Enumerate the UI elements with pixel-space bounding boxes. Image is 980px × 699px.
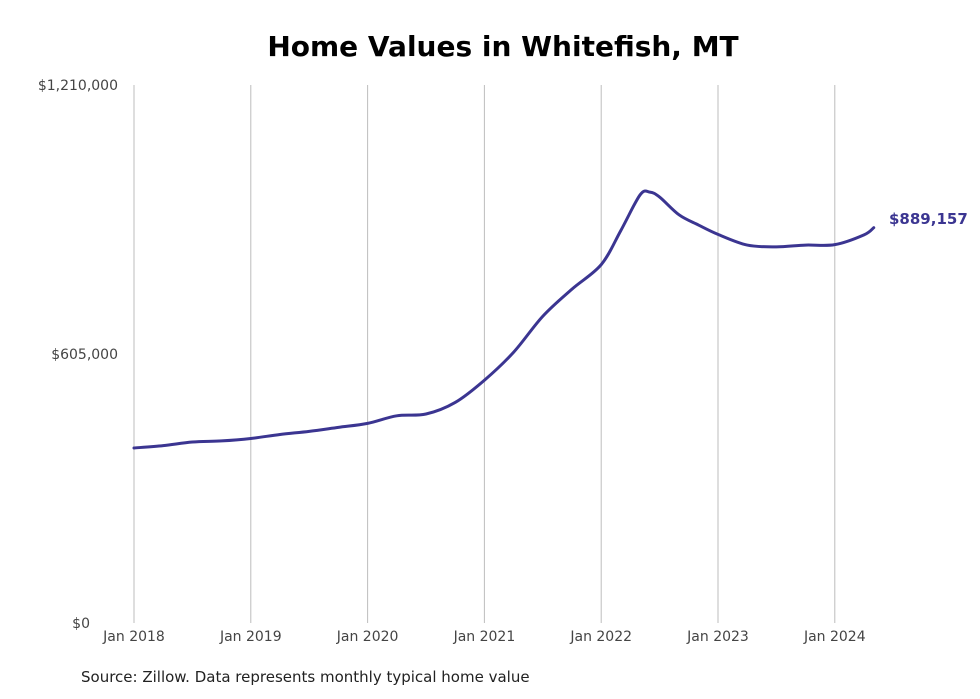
y-tick-label: $1,210,000	[38, 78, 118, 94]
x-tick-label: Jan 2018	[102, 629, 165, 645]
chart-title: Home Values in Whitefish, MT	[267, 30, 739, 63]
x-tick-label: Jan 2019	[219, 629, 282, 645]
y-tick-label: $0	[72, 616, 90, 632]
y-axis-labels: $0 $605,000 $1,210,000	[38, 78, 118, 632]
end-value-label: $889,157	[889, 210, 968, 228]
x-tick-label: Jan 2023	[686, 629, 749, 645]
x-tick-label: Jan 2020	[336, 629, 399, 645]
x-tick-label: Jan 2022	[569, 629, 632, 645]
x-tick-label: Jan 2024	[803, 629, 866, 645]
vertical-gridlines	[133, 85, 836, 623]
x-axis-labels: Jan 2018 Jan 2019 Jan 2020 Jan 2021 Jan 2022…	[102, 629, 866, 645]
home-value-line	[132, 189, 876, 450]
y-tick-label: $605,000	[51, 347, 118, 363]
source-note: Source: Zillow. Data represents monthly …	[81, 668, 530, 686]
x-tick-label: Jan 2021	[453, 629, 516, 645]
